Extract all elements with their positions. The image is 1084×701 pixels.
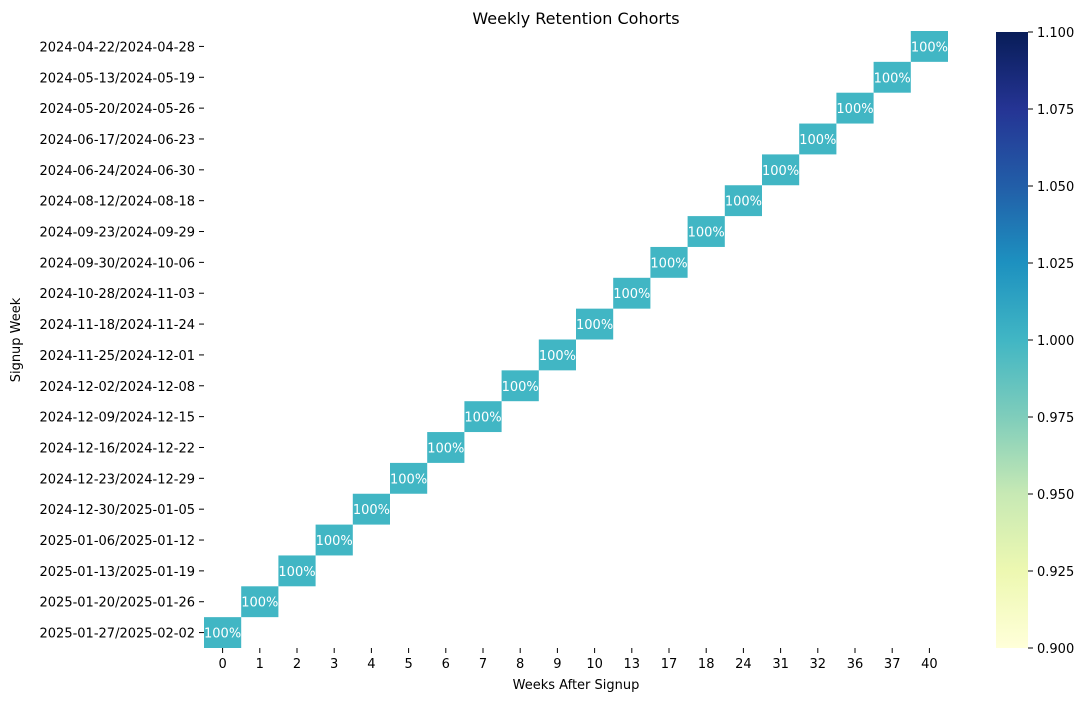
cell-value-label: 100%: [502, 380, 539, 395]
colorbar: 0.900 0.925 0.950 0.975 1.000 1.025 1.050 1.075…: [996, 26, 1074, 657]
x-tick-label: 9: [553, 657, 561, 672]
x-tick-label: 10: [586, 657, 603, 672]
cell-value-label: 100%: [427, 441, 464, 456]
y-tick-label: 2024-05-13/2024-05-19: [40, 71, 195, 86]
x-tick-label: 6: [442, 657, 450, 672]
cell-value-label: 100%: [762, 164, 799, 179]
colorbar-tick-label: 0.900: [1037, 642, 1074, 657]
cell-value-label: 100%: [688, 226, 725, 241]
colorbar-tick-label: 1.000: [1037, 334, 1074, 349]
y-tick-label: 2025-01-20/2025-01-26: [40, 596, 195, 611]
colorbar-tick-label: 1.025: [1037, 257, 1074, 272]
cell-value-label: 100%: [204, 627, 241, 642]
heatmap-cell: [576, 308, 614, 340]
heatmap-cell: [650, 246, 688, 278]
x-tick-label: 0: [218, 657, 226, 672]
x-tick-label: 36: [847, 657, 864, 672]
y-tick-label: 2024-09-30/2024-10-06: [40, 256, 195, 271]
heatmap-cell: [315, 524, 353, 556]
heatmap-cell: [241, 586, 279, 618]
y-tick-label: 2025-01-27/2025-02-02: [40, 627, 195, 642]
y-tick-label: 2024-12-09/2024-12-15: [40, 411, 195, 426]
y-tick-label: 2024-05-20/2024-05-26: [40, 102, 195, 117]
x-tick-label: 8: [516, 657, 524, 672]
colorbar-gradient: [996, 32, 1028, 648]
colorbar-tick-label: 0.975: [1037, 411, 1074, 426]
heatmap-cell: [390, 462, 428, 494]
heatmap-cell: [501, 370, 539, 402]
chart-title: Weekly Retention Cohorts: [472, 9, 679, 28]
cell-value-label: 100%: [241, 596, 278, 611]
y-tick-label: 2024-06-24/2024-06-30: [40, 164, 195, 179]
colorbar-tick-label: 0.950: [1037, 488, 1074, 503]
x-tick-label: 2: [293, 657, 301, 672]
x-tick-label: 7: [479, 657, 487, 672]
x-tick-label: 31: [772, 657, 789, 672]
cell-value-label: 100%: [725, 195, 762, 210]
heatmap-cell: [538, 339, 576, 371]
y-tick-label: 2024-06-17/2024-06-23: [40, 133, 195, 148]
y-tick-label: 2025-01-06/2025-01-12: [40, 534, 195, 549]
x-axis-ticks: 0 1 2 3 4 5 6 7 8 9 10 13 17 18 24 31 32 36 37 40: [218, 648, 938, 672]
heatmap-cell: [799, 123, 837, 155]
heatmap-cell: [910, 31, 948, 62]
y-tick-label: 2024-04-22/2024-04-28: [40, 40, 195, 55]
x-tick-label: 4: [367, 657, 375, 672]
heatmap-cell: [613, 277, 651, 309]
heatmap-cell: [352, 493, 390, 525]
colorbar-tick-label: 1.050: [1037, 180, 1074, 195]
x-tick-label: 24: [735, 657, 752, 672]
x-axis-label: Weeks After Signup: [513, 678, 640, 693]
heatmap-cells: 100%100%100%100%100%100%100%100%100%100%…: [204, 31, 948, 648]
y-axis-label: Signup Week: [9, 297, 24, 382]
y-tick-label: 2024-11-18/2024-11-24: [40, 318, 195, 333]
x-tick-label: 5: [404, 657, 412, 672]
heatmap-cell: [724, 185, 762, 217]
cell-value-label: 100%: [278, 565, 315, 580]
x-tick-label: 1: [256, 657, 264, 672]
y-tick-label: 2025-01-13/2025-01-19: [40, 565, 195, 580]
y-tick-label: 2024-12-30/2025-01-05: [40, 503, 195, 518]
heatmap-cell: [762, 154, 800, 186]
heatmap-cell: [873, 61, 911, 93]
cell-value-label: 100%: [613, 287, 650, 302]
cell-value-label: 100%: [799, 133, 836, 148]
colorbar-tick-label: 1.075: [1037, 103, 1074, 118]
heatmap-cell: [278, 555, 316, 587]
y-tick-label: 2024-12-16/2024-12-22: [40, 441, 195, 456]
heatmap-cell: [836, 92, 874, 124]
y-tick-label: 2024-11-25/2024-12-01: [40, 349, 195, 364]
cell-value-label: 100%: [464, 411, 501, 426]
heatmap-cell: [464, 401, 502, 433]
cell-value-label: 100%: [353, 503, 390, 518]
x-tick-label: 13: [624, 657, 641, 672]
heatmap-cell: [427, 432, 465, 463]
cell-value-label: 100%: [539, 349, 576, 364]
cell-value-label: 100%: [874, 71, 911, 86]
y-tick-label: 2024-12-23/2024-12-29: [40, 472, 195, 487]
y-tick-label: 2024-10-28/2024-11-03: [40, 287, 195, 302]
cell-value-label: 100%: [836, 102, 873, 117]
y-axis-ticks: 2024-04-22/2024-04-28 2024-05-13/2024-05-…: [40, 40, 204, 642]
heatmap-cell: [204, 617, 242, 648]
cell-value-label: 100%: [316, 534, 353, 549]
y-tick-label: 2024-09-23/2024-09-29: [40, 226, 195, 241]
cell-value-label: 100%: [390, 472, 427, 487]
colorbar-tick-label: 0.925: [1037, 565, 1074, 580]
x-tick-label: 3: [330, 657, 338, 672]
y-tick-label: 2024-08-12/2024-08-18: [40, 195, 195, 210]
y-tick-label: 2024-12-02/2024-12-08: [40, 380, 195, 395]
x-tick-label: 17: [661, 657, 678, 672]
x-tick-label: 40: [921, 657, 938, 672]
x-tick-label: 18: [698, 657, 715, 672]
x-tick-label: 37: [884, 657, 901, 672]
x-tick-label: 32: [810, 657, 827, 672]
cell-value-label: 100%: [911, 40, 948, 55]
cell-value-label: 100%: [650, 256, 687, 271]
cell-value-label: 100%: [576, 318, 613, 333]
colorbar-tick-label: 1.100: [1037, 26, 1074, 41]
heatmap-cell: [687, 216, 725, 247]
